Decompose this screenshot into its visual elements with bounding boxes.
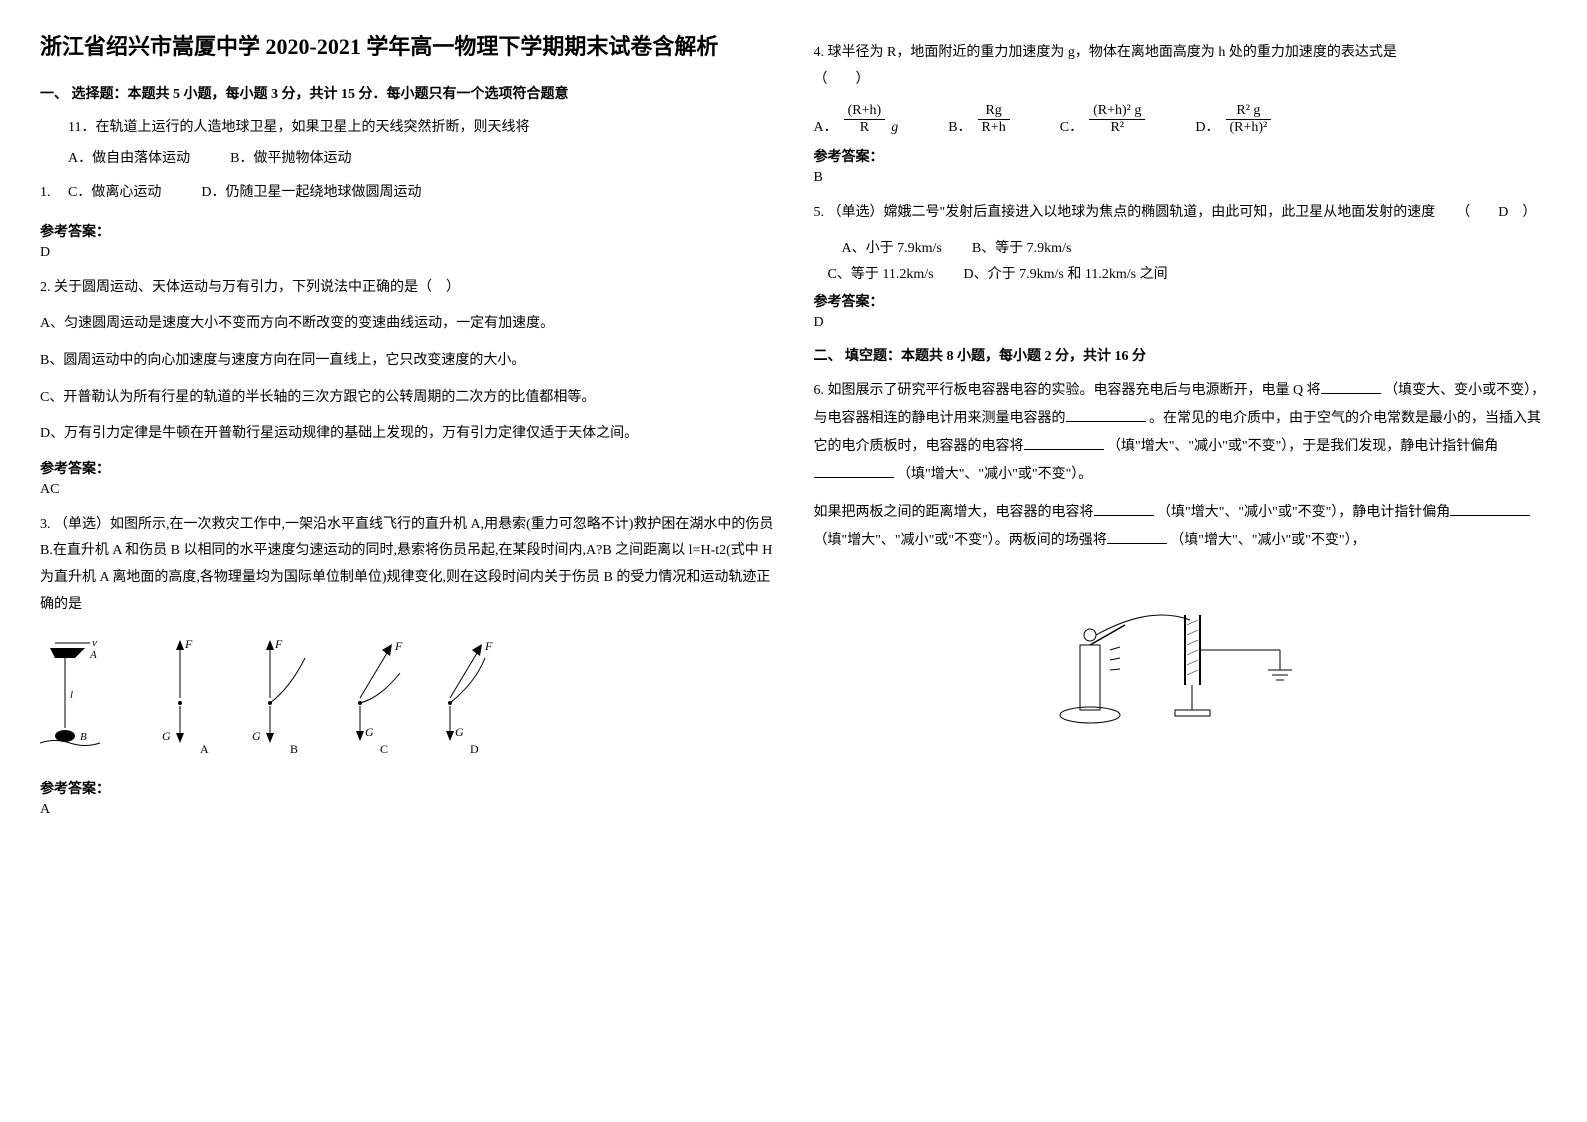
svg-text:B: B (80, 731, 87, 743)
q6-number: 6. (814, 383, 825, 398)
q1-block: 11．在轨道上运行的人造地球卫星，如果卫星上的天线突然折断，则天线将 A．做自由… (40, 115, 774, 211)
svg-text:A: A (89, 649, 97, 661)
q4-A-den: R (844, 120, 886, 136)
q2-stem: 关于圆周运动、天体运动与万有引力，下列说法中正确的是（ ） (54, 280, 460, 295)
q4-number: 4. (814, 45, 825, 60)
blank (1024, 435, 1104, 450)
q6-text5: 如果把两板之间的距离增大，电容器的电容将 (814, 505, 1094, 520)
svg-text:G: G (455, 725, 464, 739)
q1-answer: D (40, 245, 774, 261)
q2-answer-label: 参考答案： (40, 458, 774, 478)
svg-text:B: B (290, 742, 298, 756)
q2-optA: A、匀速圆周运动是速度大小不变而方向不断改变的变速曲线运动，一定有加速度。 (40, 311, 774, 338)
svg-text:F: F (184, 637, 193, 651)
q6-text4: （填"增大"、"减小"或"不变"）。 (897, 467, 1092, 482)
q1-answer-label: 参考答案： (40, 221, 774, 241)
q4-optC-label: C． (1060, 116, 1083, 136)
section2-header: 二、 填空题：本题共 8 小题，每小题 2 分，共计 16 分 (814, 345, 1548, 365)
q6-text6: （填"增大"、"减小"或"不变"）。两板间的场强将 (814, 533, 1107, 548)
blank (1321, 379, 1381, 394)
q4-C-num: (R+h)² g (1089, 103, 1145, 120)
q4-optD: D． R² g(R+h)² (1195, 103, 1271, 136)
q1-optB: B．做平抛物体运动 (230, 146, 351, 173)
blank (1450, 501, 1530, 516)
q6-diagram (814, 575, 1548, 735)
q4-B-den: R+h (978, 120, 1010, 136)
q4-optA: A． (R+h)R g (814, 103, 899, 136)
svg-text:G: G (162, 729, 171, 743)
q2-optC: C、开普勒认为所有行星的轨道的半长轴的三次方跟它的公转周期的二次方的比值都相等。 (40, 385, 774, 412)
q5-optA: A、小于 7.9km/s (842, 237, 942, 257)
q1-number: 1. (40, 180, 68, 207)
q2-block: 2. 关于圆周运动、天体运动与万有引力，下列说法中正确的是（ ） (40, 275, 774, 302)
q1-stem-number: 11． (68, 120, 95, 135)
q4-A-num: (R+h) (844, 103, 886, 120)
q4-optC: C． (R+h)² gR² (1060, 103, 1146, 136)
q6-text5b: （填"增大"、"减小"或"不变"），静电计指针偏角 (1157, 505, 1450, 520)
svg-text:G: G (252, 729, 261, 743)
q4-D-den: (R+h)² (1226, 120, 1272, 136)
q4-answer-label: 参考答案： (814, 146, 1548, 166)
q5-optC: C、等于 11.2km/s (828, 263, 934, 283)
q3-number: 3. (40, 517, 51, 532)
q4-C-den: R² (1089, 120, 1145, 136)
q4-stem: 球半径为 R，地面附近的重力加速度为 g，物体在离地面高度为 h 处的重力加速度… (814, 45, 1579, 87)
q5-block: 5. （单选）嫦娥二号"发射后直接进入以地球为焦点的椭圆轨道，由此可知，此卫星从… (814, 200, 1548, 227)
q2-number: 2. (40, 280, 51, 295)
q1-stem: 在轨道上运行的人造地球卫星，如果卫星上的天线突然折断，则天线将 (95, 120, 529, 135)
svg-text:D: D (470, 742, 479, 756)
blank (1094, 501, 1154, 516)
q3-block: 3. （单选）如图所示,在一次救灾工作中,一架沿水平直线飞行的直升机 A,用悬索… (40, 512, 774, 618)
svg-text:v: v (92, 637, 97, 649)
svg-text:A: A (200, 742, 209, 756)
exam-title: 浙江省绍兴市嵩厦中学 2020-2021 学年高一物理下学期期末试卷含解析 (40, 30, 774, 63)
q6-block: 6. 如图展示了研究平行板电容器电容的实验。电容器充电后与电源断开，电量 Q 将… (814, 377, 1548, 489)
q1-optD: D．仍随卫星一起绕地球做圆周运动 (201, 180, 421, 207)
svg-text:F: F (484, 639, 493, 653)
blank (1107, 529, 1167, 544)
q1-optC: C．做离心运动 (68, 180, 161, 207)
q2-optB: B、圆周运动中的向心加速度与速度方向在同一直线上，它只改变速度的大小。 (40, 348, 774, 375)
q5-answer-label: 参考答案： (814, 291, 1548, 311)
q5-answer: D (814, 315, 1548, 331)
q4-block: 4. 球半径为 R，地面附近的重力加速度为 g，物体在离地面高度为 h 处的重力… (814, 40, 1548, 93)
svg-text:l: l (70, 689, 73, 701)
svg-text:C: C (380, 742, 388, 756)
q2-optD: D、万有引力定律是牛顿在开普勒行星运动规律的基础上发现的，万有引力定律仅适于天体… (40, 421, 774, 448)
q3-answer: A (40, 802, 774, 818)
left-column: 浙江省绍兴市嵩厦中学 2020-2021 学年高一物理下学期期末试卷含解析 一、… (40, 30, 774, 832)
q4-optD-label: D． (1195, 116, 1219, 136)
q1-optA: A．做自由落体运动 (68, 146, 190, 173)
q4-B-num: Rg (978, 103, 1010, 120)
q5-optB: B、等于 7.9km/s (972, 237, 1072, 257)
q5-optD: D、介于 7.9km/s 和 11.2km/s 之间 (964, 263, 1168, 283)
q6-text3: （填"增大"、"减小"或"不变"），于是我们发现，静电计指针偏角 (1107, 439, 1498, 454)
svg-text:F: F (274, 637, 283, 651)
q6-block2: 如果把两板之间的距离增大，电容器的电容将 （填"增大"、"减小"或"不变"），静… (814, 499, 1548, 555)
section1-header: 一、 选择题：本题共 5 小题，每小题 3 分，共计 15 分．每小题只有一个选… (40, 83, 774, 103)
q2-answer: AC (40, 482, 774, 498)
q4-options: A． (R+h)R g B． RgR+h C． (R+h)² gR² D． R²… (814, 103, 1548, 136)
q3-answer-label: 参考答案： (40, 778, 774, 798)
q4-A-suf: g (891, 120, 898, 136)
q4-answer: B (814, 170, 1548, 186)
q6-text1: 如图展示了研究平行板电容器电容的实验。电容器充电后与电源断开，电量 Q 将 (828, 383, 1321, 398)
q4-optB: B． RgR+h (948, 103, 1010, 136)
q5-number: 5. (814, 205, 825, 220)
blank (814, 463, 894, 478)
svg-text:G: G (365, 725, 374, 739)
q4-optA-label: A． (814, 116, 838, 136)
right-column: 4. 球半径为 R，地面附近的重力加速度为 g，物体在离地面高度为 h 处的重力… (814, 30, 1548, 832)
q5-stem: （单选）嫦娥二号"发射后直接进入以地球为焦点的椭圆轨道，由此可知，此卫星从地面发… (828, 205, 1537, 220)
q3-stem: （单选）如图所示,在一次救灾工作中,一架沿水平直线飞行的直升机 A,用悬索(重力… (40, 517, 773, 612)
q3-diagram: v A l B F G A (40, 628, 774, 768)
q4-optB-label: B． (948, 116, 971, 136)
q4-D-num: R² g (1226, 103, 1272, 120)
blank (1066, 407, 1146, 422)
q6-text7: （填"增大"、"减小"或"不变"）， (1170, 533, 1365, 548)
svg-text:F: F (394, 639, 403, 653)
